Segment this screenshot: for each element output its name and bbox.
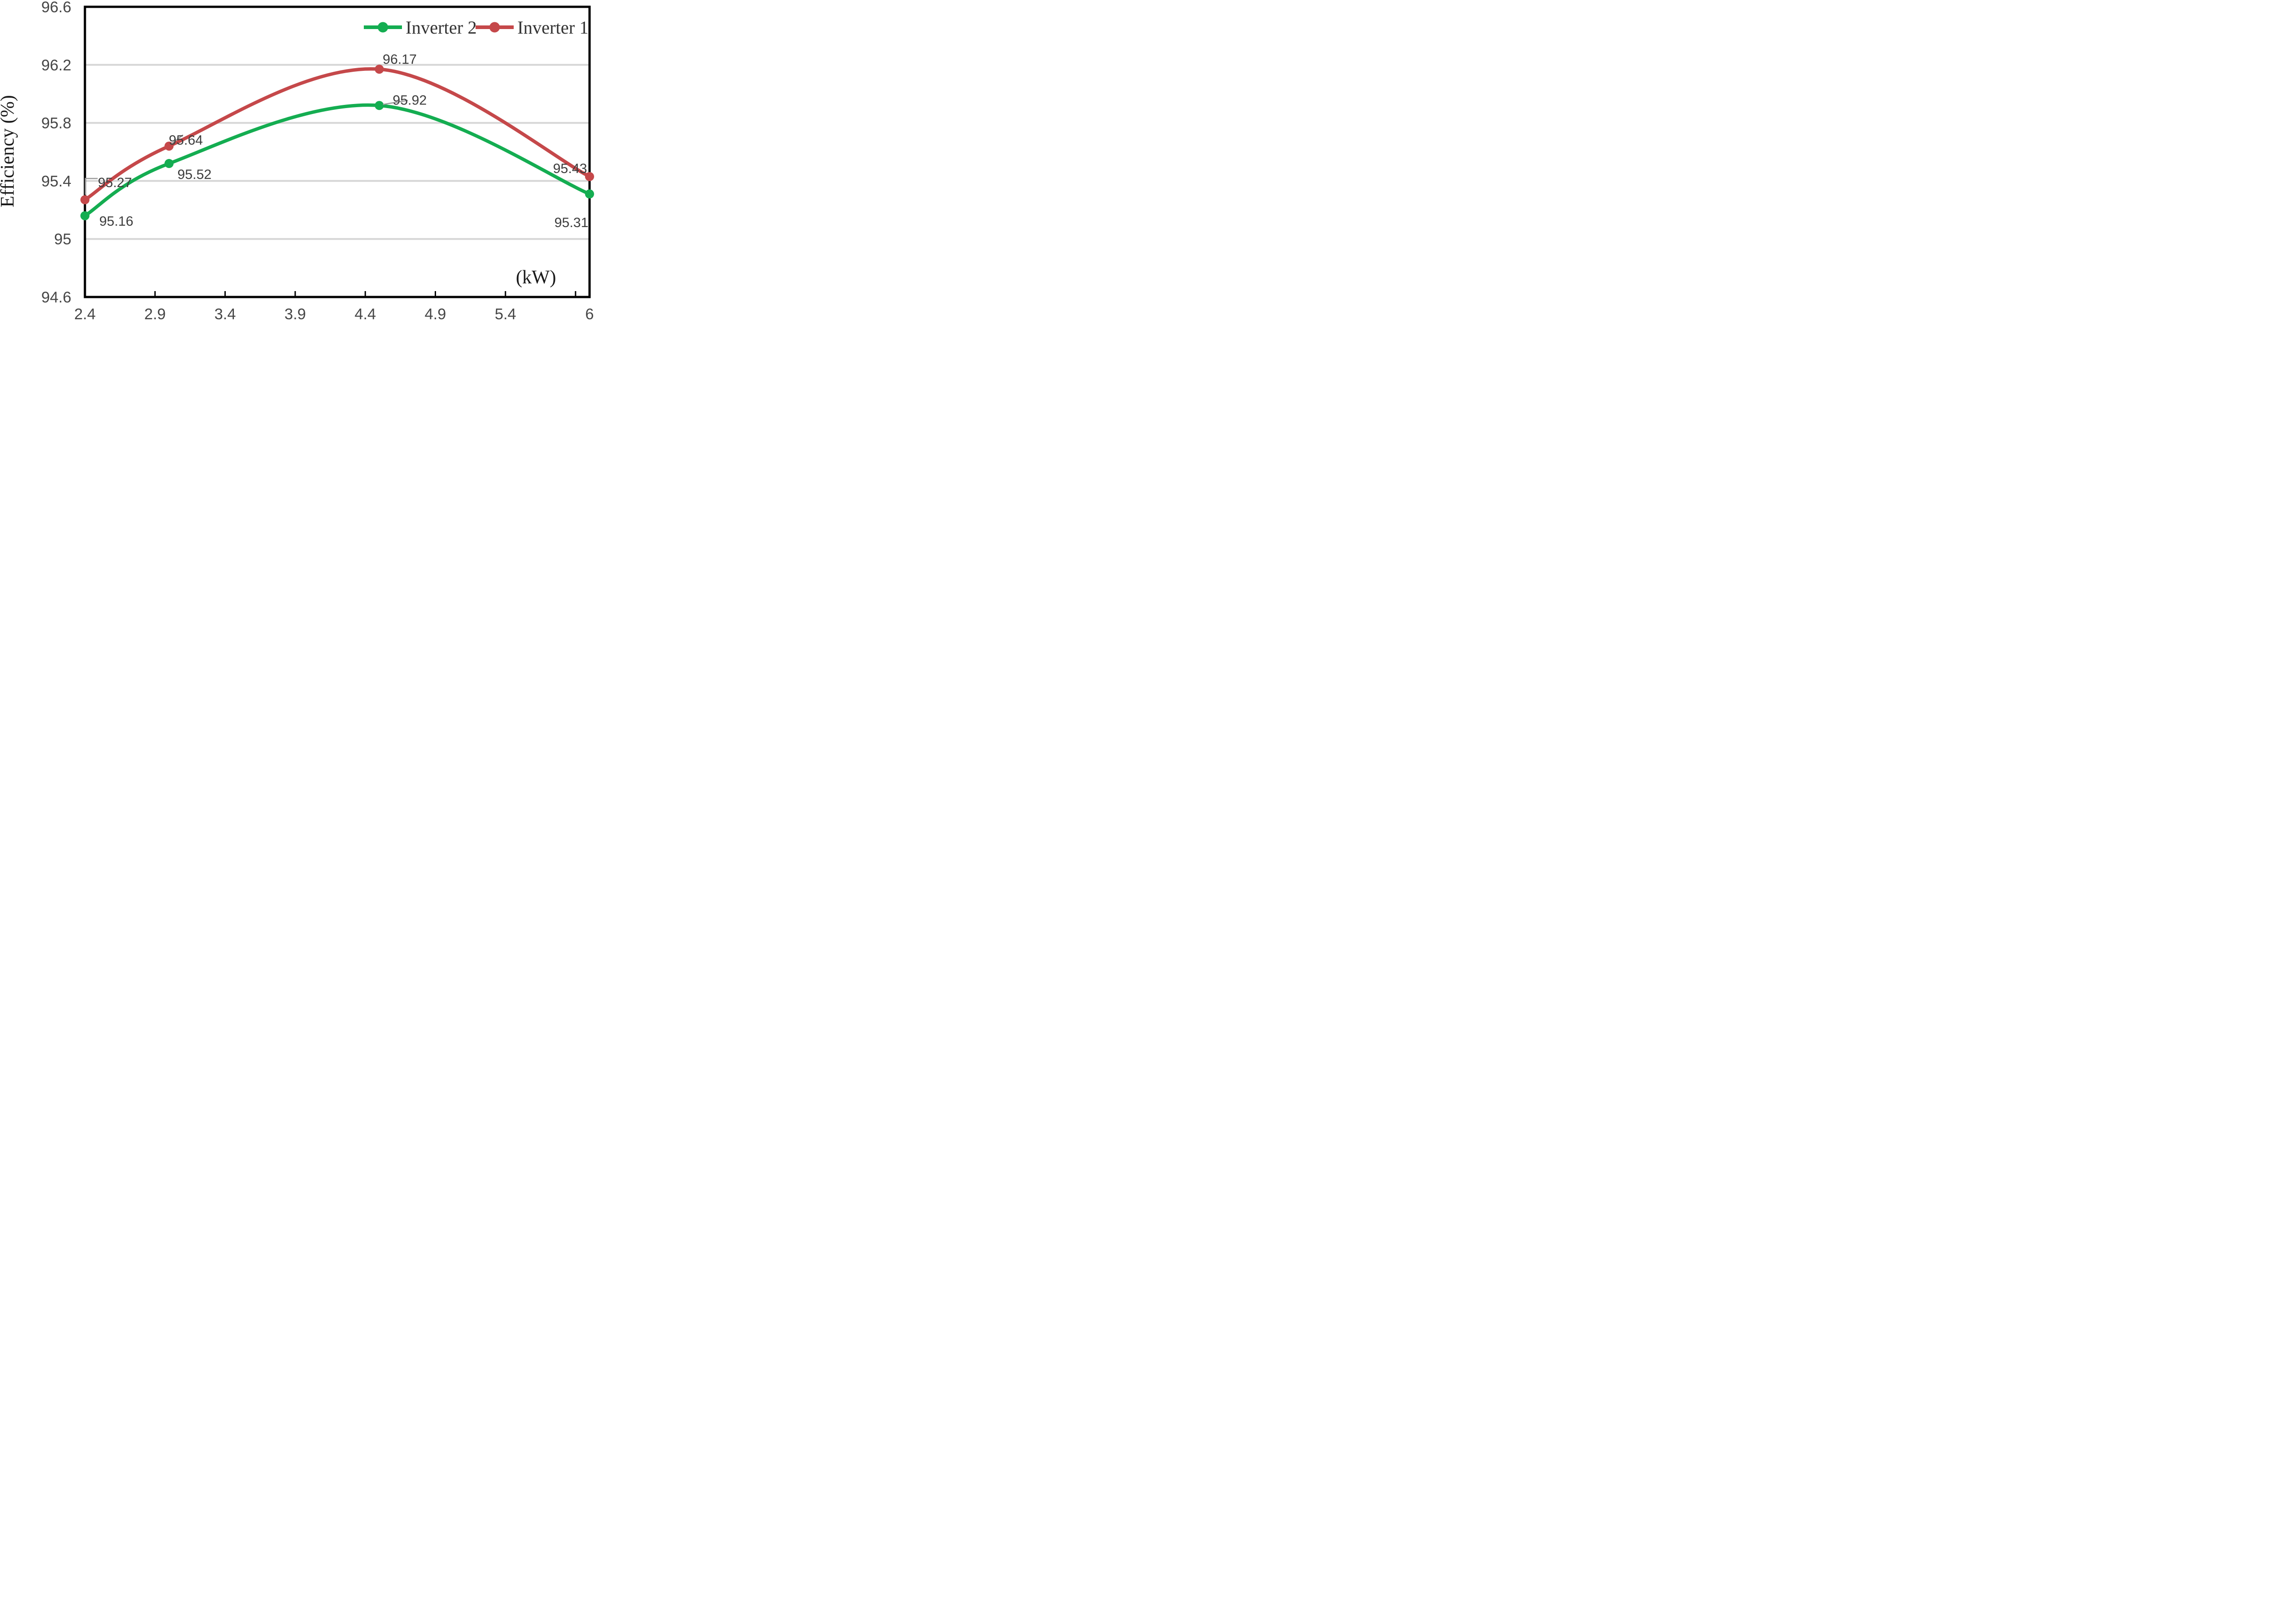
data-point-inverter-2-6 [585, 189, 594, 199]
x-tick-label: 3.4 [214, 306, 236, 323]
efficiency-chart: 2.4 2.9 3.4 3.9 4.4 4.9 5.4 6 96.6 96.2 95.8 95.4 95… [0, 0, 598, 325]
y-tick-label: 94.6 [41, 289, 71, 306]
data-point-inverter-2-2.4 [80, 211, 89, 221]
label-leader-line [84, 178, 98, 195]
label-leader-lines-layer [84, 99, 408, 195]
x-tick-label: 3.9 [284, 306, 306, 323]
data-label-inverter-2-3: 95.52 [178, 167, 212, 182]
chart-canvas: 2.4 2.9 3.4 3.9 4.4 4.9 5.4 6 96.6 96.2 95.8 95.4 95… [0, 0, 594, 323]
x-tick-label: 4.4 [355, 306, 376, 323]
legend-item-inverter-1: Inverter 1 [476, 17, 589, 38]
data-label-inverter-2-2.4: 95.16 [99, 214, 133, 229]
data-point-inverter-1-4.5 [375, 64, 384, 74]
x-tick-label: 6 [585, 306, 594, 323]
y-tick-label: 96.2 [41, 57, 71, 74]
label-leader-line [382, 99, 408, 105]
data-point-inverter-1-2.4 [80, 195, 89, 204]
legend-label-inverter-2: Inverter 2 [406, 17, 477, 38]
data-label-inverter-1-6: 95.43 [553, 161, 587, 176]
x-tick-label: 5.4 [495, 306, 516, 323]
data-label-inverter-1-3: 95.64 [169, 133, 203, 148]
x-tick-label: 4.9 [425, 306, 446, 323]
plot-border [84, 5, 591, 298]
label-leader-line [171, 134, 183, 144]
data-label-inverter-2-4.5: 95.92 [393, 93, 427, 108]
data-point-inverter-1-6 [585, 172, 594, 181]
legend-marker-red-icon [489, 22, 500, 33]
x-axis-unit-label: (kW) [516, 267, 556, 288]
data-label-inverter-1-4.5: 96.17 [383, 52, 417, 67]
legend-label-inverter-1: Inverter 1 [517, 17, 589, 38]
legend-item-inverter-2: Inverter 2 [364, 17, 477, 38]
data-labels-layer: 95.27 95.64 96.17 95.43 95.16 95.52 95.92 95.31 [98, 52, 588, 230]
plot-border-layer [84, 5, 591, 298]
series-line-inverter-1 [83, 67, 591, 202]
y-tick-label: 95 [54, 231, 71, 248]
y-tick-label: 95.4 [41, 173, 71, 190]
series-layer [80, 64, 594, 221]
data-label-inverter-1-2.4: 95.27 [98, 175, 132, 190]
y-tick-label: 96.6 [41, 0, 71, 16]
gridlines-layer [85, 64, 590, 240]
x-tick-label: 2.4 [74, 306, 95, 323]
data-label-inverter-2-6: 95.31 [554, 215, 588, 230]
axis-tick-labels-layer: 2.4 2.9 3.4 3.9 4.4 4.9 5.4 6 96.6 96.2 95.8 95.4 95… [41, 0, 594, 323]
y-axis-title: Efficiency (%) [0, 95, 18, 208]
axis-ticks-layer [154, 291, 576, 297]
x-tick-label: 2.9 [144, 306, 166, 323]
data-point-inverter-2-4.5 [375, 101, 384, 110]
y-tick-label: 95.8 [41, 115, 71, 132]
legend: Inverter 2 Inverter 1 [364, 17, 589, 38]
legend-marker-green-icon [377, 22, 388, 33]
data-point-inverter-2-3 [164, 159, 174, 168]
series-line-inverter-2 [83, 103, 591, 218]
